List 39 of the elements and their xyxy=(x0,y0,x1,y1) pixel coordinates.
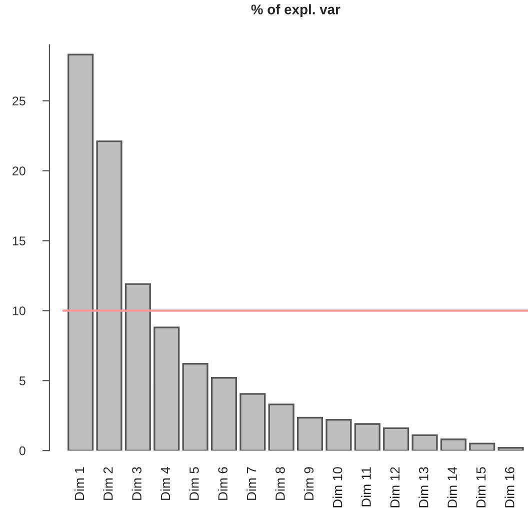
bar xyxy=(68,54,94,451)
x-tick-label: Dim 11 xyxy=(361,467,371,506)
x-tick-label: Dim 2 xyxy=(103,467,113,500)
bar xyxy=(210,376,237,451)
x-tick-label: Dim 14 xyxy=(447,466,457,508)
y-tick-label: 0 xyxy=(19,446,26,456)
bar xyxy=(124,283,151,451)
x-tick-label: Dim 12 xyxy=(390,467,400,508)
y-tick-label: 20 xyxy=(12,166,26,176)
y-tick-label: 5 xyxy=(19,376,26,386)
x-tick-label: Dim 1 xyxy=(74,467,84,500)
bar xyxy=(440,438,466,451)
bar xyxy=(469,442,496,451)
bar xyxy=(154,326,180,451)
bar xyxy=(412,434,438,451)
x-tick-label: Dim 5 xyxy=(189,467,199,500)
y-tick-label: 15 xyxy=(12,236,26,246)
x-tick-label: Dim 3 xyxy=(132,467,142,500)
bar xyxy=(383,427,410,451)
x-tick-label: Dim 9 xyxy=(304,467,314,500)
x-tick-label: Dim 10 xyxy=(332,467,342,508)
bar xyxy=(498,446,524,451)
x-tick-label: Dim 15 xyxy=(476,467,486,508)
x-tick-label: Dim 7 xyxy=(246,467,256,500)
y-tick-label: 10 xyxy=(12,306,26,316)
x-tick-label: Dim 4 xyxy=(160,466,170,500)
bar xyxy=(354,423,380,451)
bar xyxy=(96,140,122,451)
y-tick-label: 25 xyxy=(12,96,26,106)
x-tick-label: Dim 16 xyxy=(504,467,514,508)
x-tick-label: Dim 13 xyxy=(418,467,428,508)
bar xyxy=(268,404,294,451)
bar xyxy=(182,362,208,451)
x-tick-label: Dim 8 xyxy=(275,467,285,500)
bar xyxy=(326,418,352,451)
bar xyxy=(296,416,324,451)
x-tick-label: Dim 6 xyxy=(218,467,228,500)
chart-title: % of expl. var xyxy=(251,4,340,18)
bar xyxy=(240,393,266,451)
